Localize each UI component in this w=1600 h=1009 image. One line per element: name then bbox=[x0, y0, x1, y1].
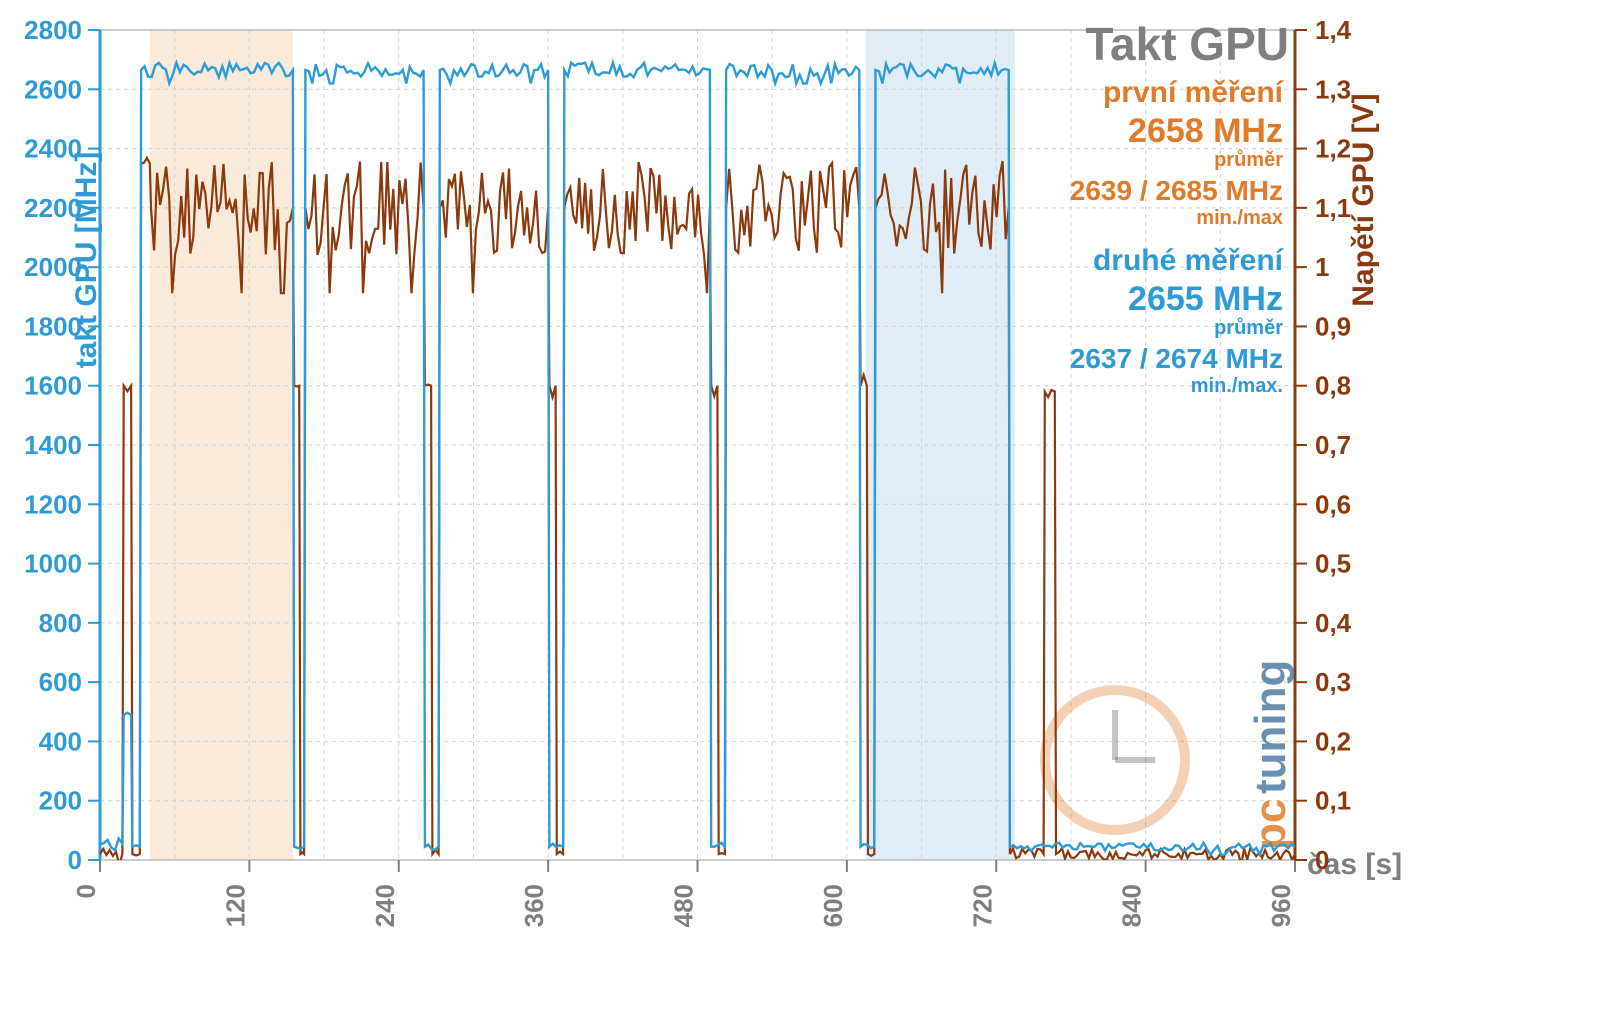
x-tick-label: 240 bbox=[370, 884, 400, 927]
y-right-tick-label: 1,4 bbox=[1315, 15, 1352, 45]
x-tick-label: 960 bbox=[1266, 884, 1296, 927]
y-right-tick-label: 0,5 bbox=[1315, 549, 1351, 579]
y-right-tick-label: 1,2 bbox=[1315, 134, 1351, 164]
y-left-tick-label: 200 bbox=[39, 786, 82, 816]
y-left-tick-label: 1200 bbox=[24, 489, 82, 519]
x-tick-label: 840 bbox=[1117, 884, 1147, 927]
y-right-tick-label: 0,9 bbox=[1315, 311, 1351, 341]
annotations.m2_avg_val: 2655 MHz bbox=[1128, 280, 1283, 318]
chart-title: Takt GPU bbox=[1085, 18, 1289, 70]
y-left-tick-label: 2800 bbox=[24, 15, 82, 45]
x-tick-label: 360 bbox=[519, 884, 549, 927]
y-left-tick-label: 1000 bbox=[24, 549, 82, 579]
y-right-tick-label: 0,2 bbox=[1315, 726, 1351, 756]
annotations.m1_range_val: 2639 / 2685 MHz bbox=[1070, 175, 1283, 206]
svg-text:tuning: tuning bbox=[1246, 660, 1295, 794]
annotations.m1_header: první měření bbox=[1103, 76, 1285, 109]
y-left-tick-label: 1600 bbox=[24, 371, 82, 401]
annotations.m2_range_lbl: min./max. bbox=[1191, 375, 1283, 397]
y-right-tick-label: 0,3 bbox=[1315, 667, 1351, 697]
x-tick-label: 600 bbox=[818, 884, 848, 927]
y-left-tick-label: 0 bbox=[68, 845, 82, 875]
y-right-axis-title: Napětí GPU [V] bbox=[1347, 93, 1380, 306]
chart-svg: 0120240360480600720840960čas [s]02004006… bbox=[0, 0, 1600, 1009]
y-right-tick-label: 0,8 bbox=[1315, 371, 1351, 401]
x-tick-label: 480 bbox=[669, 884, 699, 927]
x-tick-label: 120 bbox=[220, 884, 250, 927]
x-tick-label: 720 bbox=[967, 884, 997, 927]
y-right-tick-label: 0,4 bbox=[1315, 608, 1352, 638]
y-left-tick-label: 2600 bbox=[24, 74, 82, 104]
y-left-tick-label: 600 bbox=[39, 667, 82, 697]
annotations.m2_range_val: 2637 / 2674 MHz bbox=[1070, 343, 1283, 374]
y-right-tick-label: 0,1 bbox=[1315, 786, 1351, 816]
annotations.m2_avg_lbl: průměr bbox=[1214, 317, 1283, 339]
annotations.m2_header: druhé měření bbox=[1093, 244, 1285, 277]
y-right-tick-label: 1 bbox=[1315, 252, 1329, 282]
watermark-logo: pctuning bbox=[1246, 660, 1295, 850]
y-left-tick-label: 1400 bbox=[24, 430, 82, 460]
y-left-axis-title: takt GPU [MHz] bbox=[70, 152, 103, 369]
annotations.m1_avg_val: 2658 MHz bbox=[1128, 112, 1283, 150]
y-right-tick-label: 0 bbox=[1315, 845, 1329, 875]
y-right-tick-label: 1,3 bbox=[1315, 74, 1351, 104]
chart-container: 0120240360480600720840960čas [s]02004006… bbox=[0, 0, 1600, 1009]
annotations.m1_range_lbl: min./max bbox=[1196, 207, 1283, 229]
y-right-tick-label: 1,1 bbox=[1315, 193, 1351, 223]
y-right-tick-label: 0,7 bbox=[1315, 430, 1351, 460]
x-tick-label: 0 bbox=[71, 884, 101, 898]
y-right-tick-label: 0,6 bbox=[1315, 489, 1351, 519]
y-left-tick-label: 800 bbox=[39, 608, 82, 638]
annotations.m1_avg_lbl: průměr bbox=[1214, 149, 1283, 171]
y-left-tick-label: 400 bbox=[39, 726, 82, 756]
